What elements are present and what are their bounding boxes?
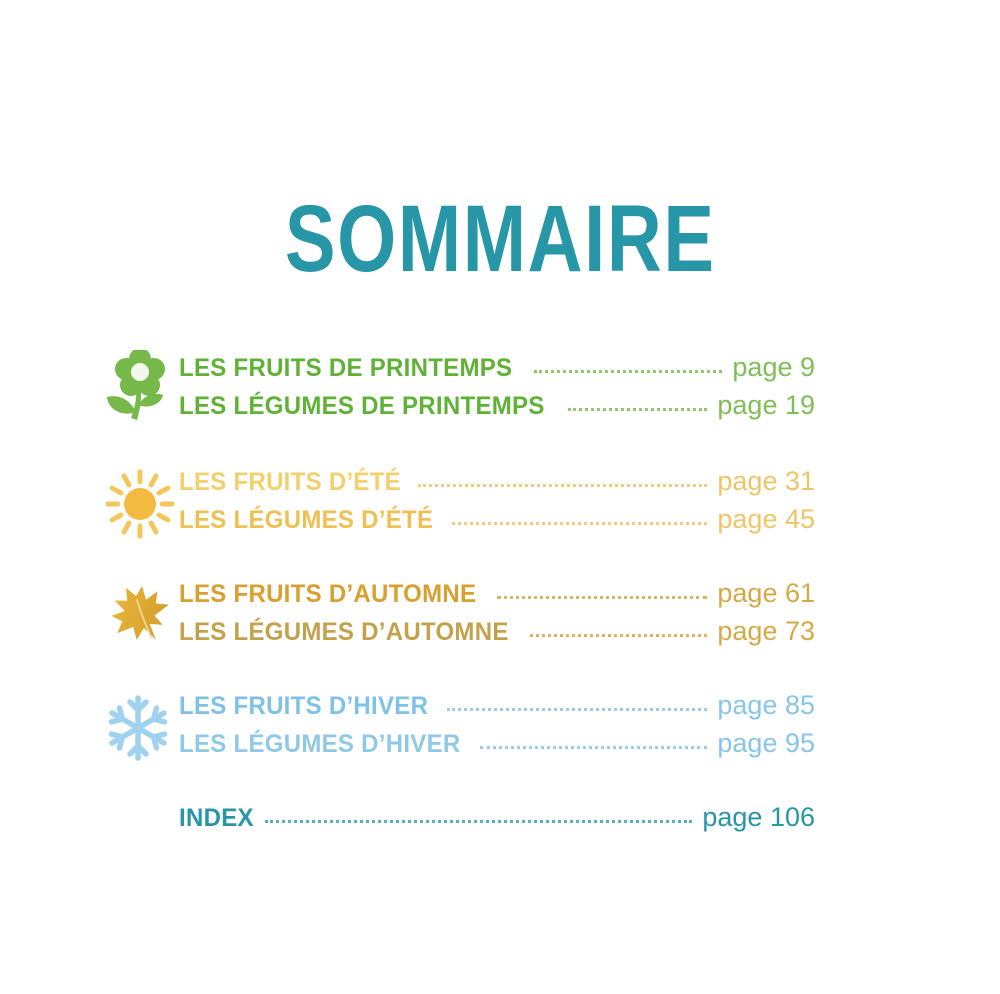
toc-entry: LES LÉGUMES D’HIVER page 95 <box>179 728 815 766</box>
toc-entry: LES LÉGUMES DE PRINTEMPS page 19 <box>179 390 815 428</box>
page-title-text: SOMMAIRE <box>284 186 716 292</box>
entry-label: LES FRUITS D’ÉTÉ <box>179 468 401 496</box>
toc-entry: LES FRUITS D’HIVER page 85 <box>179 690 815 728</box>
entry-page: page 106 <box>702 802 815 832</box>
snowflake-icon-svg <box>103 695 173 765</box>
entry-label: LES LÉGUMES D’ÉTÉ <box>179 506 434 534</box>
dotted-leader <box>534 370 723 373</box>
index-icon-spacer <box>103 802 179 840</box>
dotted-leader <box>264 820 693 823</box>
sun-icon <box>103 466 179 542</box>
entry-page: page 45 <box>717 504 815 534</box>
toc-section-autumn: LES FRUITS D’AUTOMNE page 61 LES LÉGUMES… <box>103 578 815 654</box>
flower-icon <box>103 350 179 430</box>
flower-icon-svg <box>107 350 165 420</box>
dotted-leader <box>496 596 708 599</box>
entry-label: LES LÉGUMES D’HIVER <box>179 730 461 758</box>
toc-section-index: INDEX page 106 <box>103 802 815 840</box>
toc-rows-spring: LES FRUITS DE PRINTEMPS page 9 LES LÉGUM… <box>179 352 815 428</box>
entry-label: INDEX <box>179 804 254 832</box>
dotted-leader <box>567 408 708 411</box>
toc-entry: LES FRUITS D’AUTOMNE page 61 <box>179 578 815 616</box>
entry-page: page 9 <box>732 352 815 382</box>
dotted-leader <box>530 634 708 637</box>
toc-section-spring: LES FRUITS DE PRINTEMPS page 9 LES LÉGUM… <box>103 350 815 430</box>
dotted-leader <box>451 522 708 525</box>
toc-entry: INDEX page 106 <box>179 802 815 840</box>
entry-page: page 85 <box>717 690 815 720</box>
maple-leaf-icon <box>103 578 179 654</box>
snowflake-icon <box>103 691 179 765</box>
toc-entry: LES LÉGUMES D’AUTOMNE page 73 <box>179 616 815 654</box>
toc-rows-autumn: LES FRUITS D’AUTOMNE page 61 LES LÉGUMES… <box>179 578 815 654</box>
entry-label: LES FRUITS D’HIVER <box>179 692 429 720</box>
entry-page: page 73 <box>717 616 815 646</box>
entry-page: page 61 <box>717 578 815 608</box>
dotted-leader <box>418 484 708 487</box>
entry-label: LES FRUITS D’AUTOMNE <box>179 580 477 608</box>
toc-entry: LES FRUITS DE PRINTEMPS page 9 <box>179 352 815 390</box>
toc-rows-winter: LES FRUITS D’HIVER page 85 LES LÉGUMES D… <box>179 690 815 766</box>
table-of-contents: LES FRUITS DE PRINTEMPS page 9 LES LÉGUM… <box>103 350 815 876</box>
dotted-leader <box>480 746 708 749</box>
toc-section-summer: LES FRUITS D’ÉTÉ page 31 LES LÉGUMES D’É… <box>103 466 815 542</box>
toc-entry: LES FRUITS D’ÉTÉ page 31 <box>179 466 815 504</box>
sun-icon-svg <box>105 469 175 539</box>
toc-section-winter: LES FRUITS D’HIVER page 85 LES LÉGUMES D… <box>103 690 815 766</box>
entry-label: LES FRUITS DE PRINTEMPS <box>179 354 513 382</box>
page-title: SOMMAIRE <box>0 0 1000 287</box>
dotted-leader <box>446 708 708 711</box>
toc-rows-index: INDEX page 106 <box>179 802 815 840</box>
entry-page: page 31 <box>717 466 815 496</box>
entry-page: page 95 <box>717 728 815 758</box>
entry-label: LES LÉGUMES DE PRINTEMPS <box>179 392 545 420</box>
toc-entry: LES LÉGUMES D’ÉTÉ page 45 <box>179 504 815 542</box>
toc-rows-summer: LES FRUITS D’ÉTÉ page 31 LES LÉGUMES D’É… <box>179 466 815 542</box>
maple-leaf-icon-svg <box>111 586 169 640</box>
entry-label: LES LÉGUMES D’AUTOMNE <box>179 618 509 646</box>
entry-page: page 19 <box>717 390 815 420</box>
